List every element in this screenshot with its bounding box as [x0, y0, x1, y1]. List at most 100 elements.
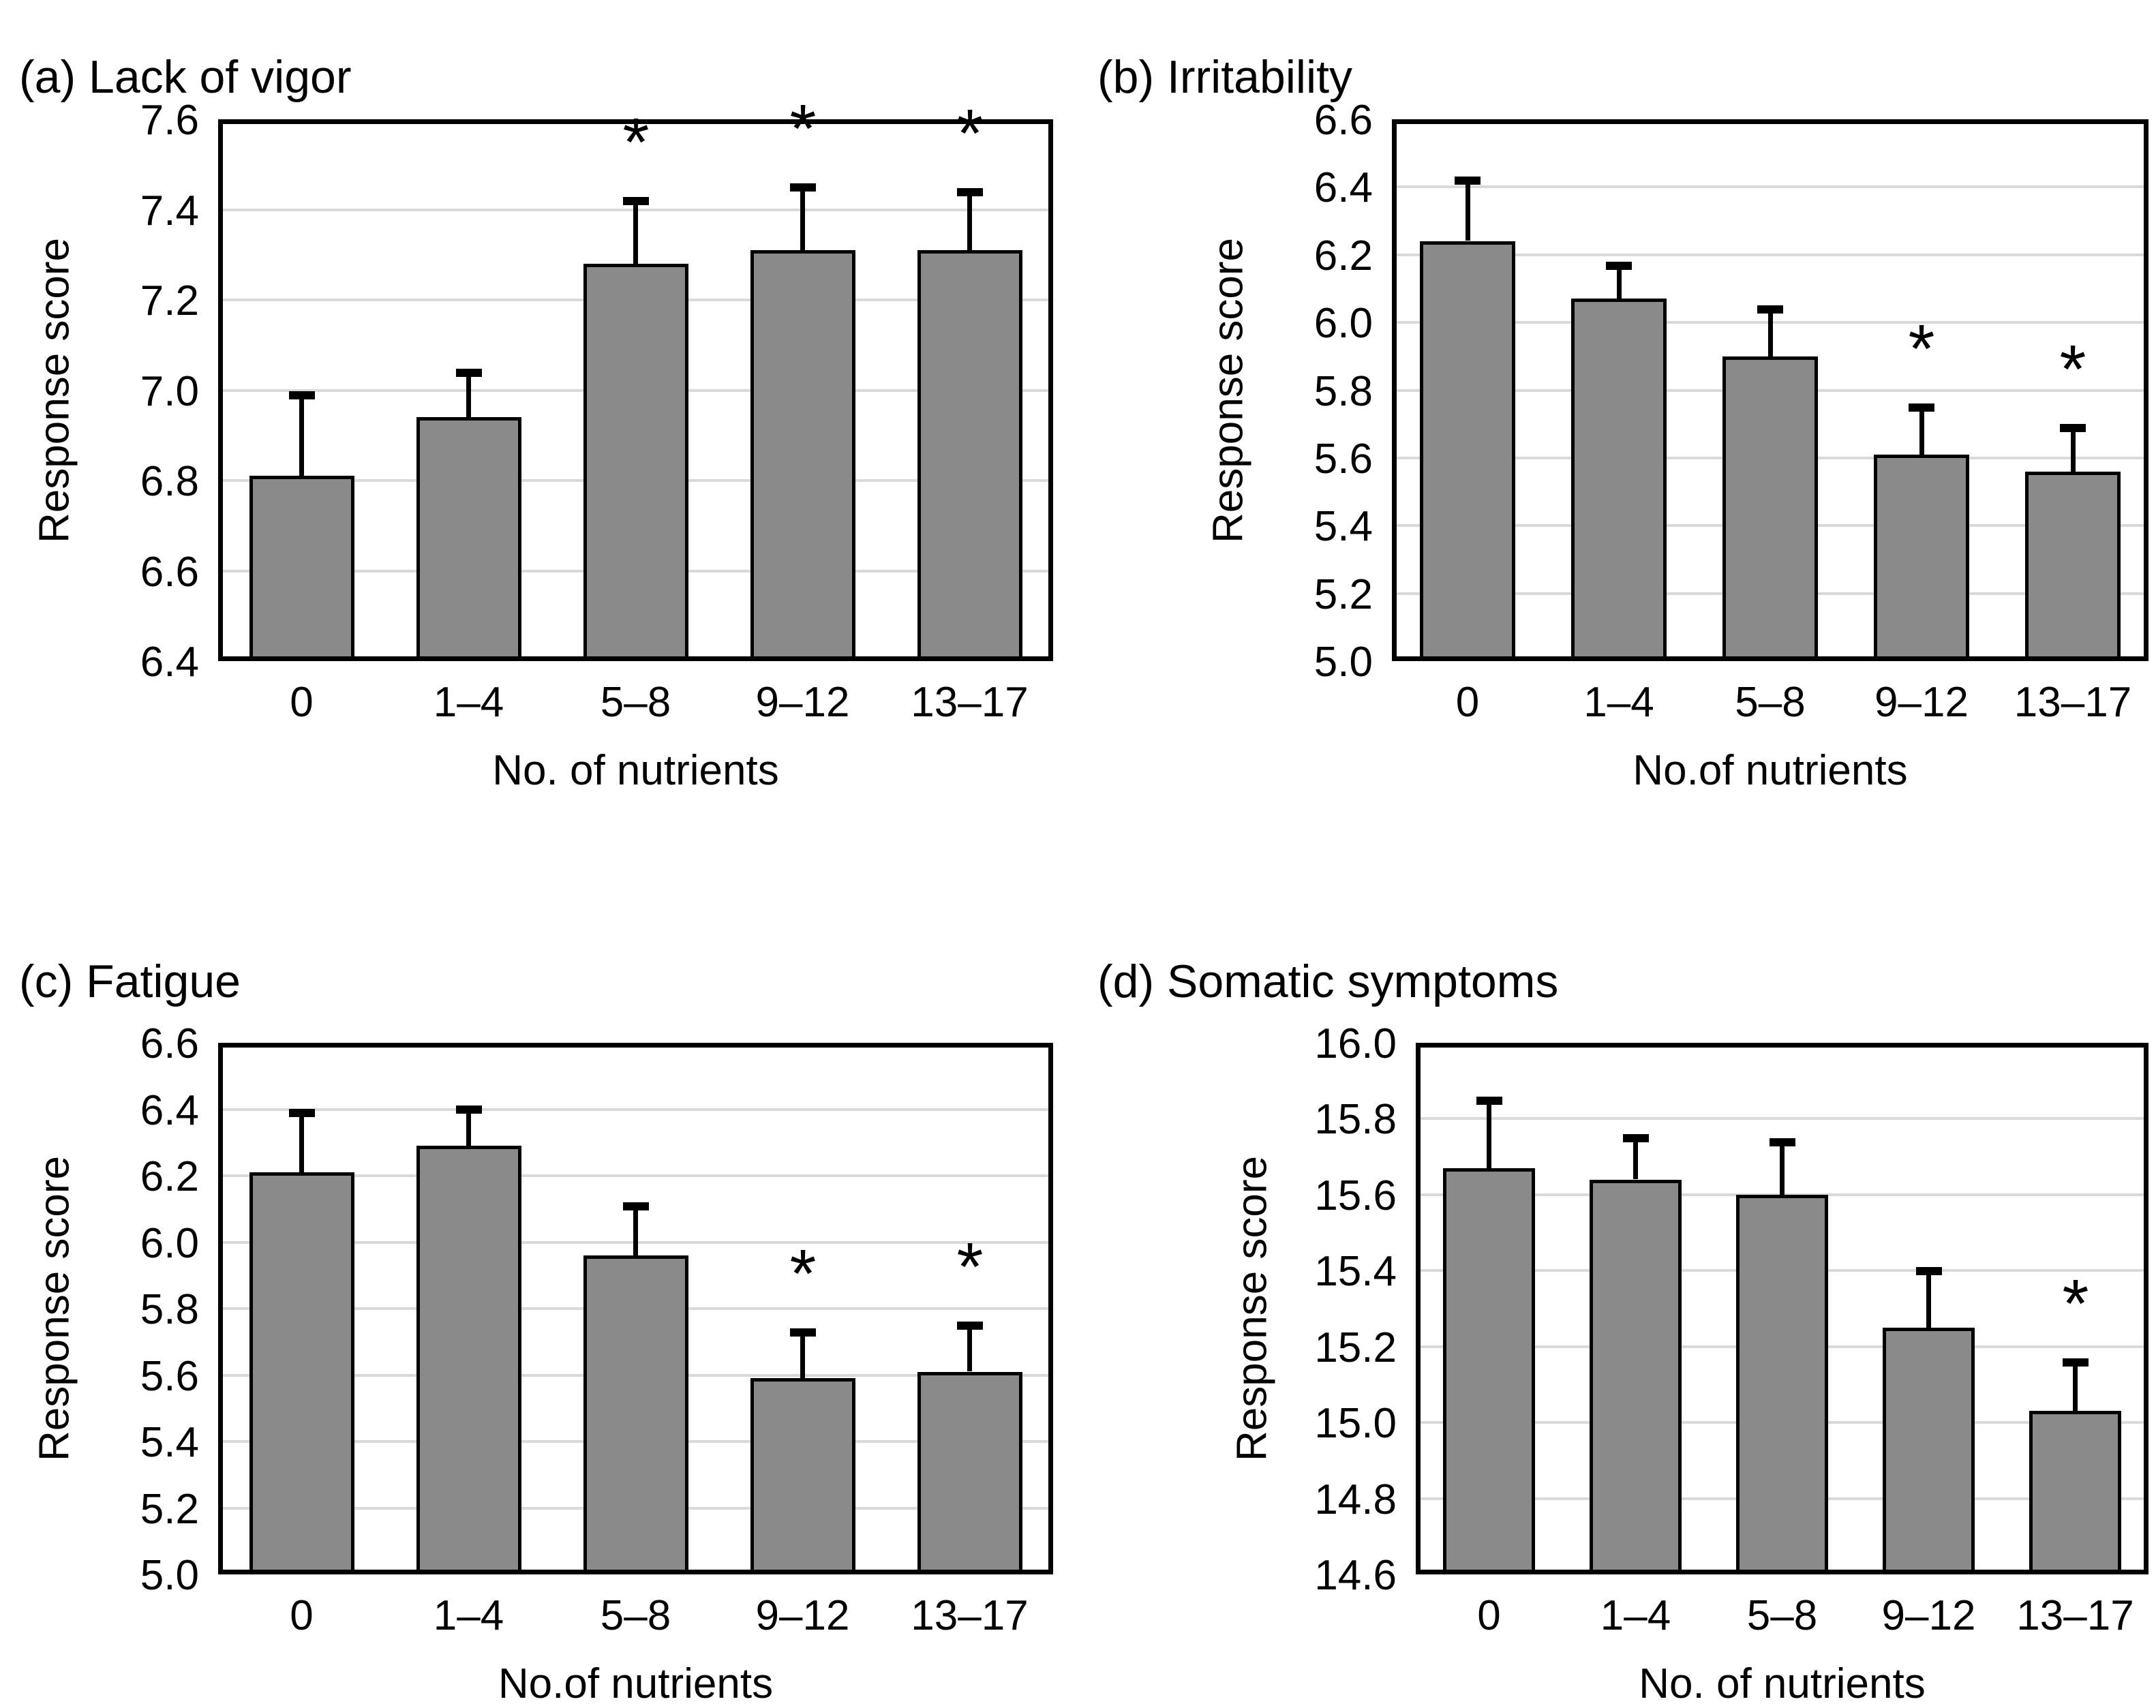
gridline — [1392, 185, 2149, 189]
y-tick-label: 6.6 — [140, 548, 199, 596]
y-tick-label: 6.4 — [140, 639, 199, 686]
bar-chart-fatigue: Response score 5.0 5.2 5.4 5.6 5.8 6.0 6.2 6.4 6.… — [0, 852, 1078, 1707]
x-axis-title: No.of nutrients — [498, 1660, 774, 1707]
error-bar-line — [1919, 407, 1924, 455]
error-bar-cap — [790, 183, 816, 192]
bar — [1722, 356, 1818, 661]
bar — [1736, 1195, 1828, 1574]
error-bar-cap — [1757, 305, 1783, 314]
x-axis-title: No.of nutrients — [1633, 747, 1908, 794]
error-bar-line — [1768, 309, 1773, 356]
y-tick-label: 6.0 — [140, 1219, 199, 1267]
y-tick-label: 6.2 — [1314, 232, 1373, 279]
x-tick-label: 13–17 — [911, 1592, 1029, 1639]
error-bar-line — [299, 1112, 304, 1172]
error-bar-cap — [790, 1328, 816, 1337]
bar — [1590, 1180, 1682, 1574]
error-bar-line — [633, 200, 638, 264]
gridline — [218, 1174, 1053, 1177]
y-tick-label: 5.6 — [1314, 435, 1373, 483]
error-bar-line — [1466, 180, 1470, 241]
gridline — [1416, 1117, 2149, 1120]
y-tick-label: 7.0 — [140, 367, 199, 415]
x-tick-label: 0 — [290, 679, 314, 726]
y-tick-label: 5.8 — [1314, 367, 1373, 415]
error-bar-cap — [289, 391, 315, 399]
bar — [249, 476, 354, 661]
x-tick-label: 9–12 — [755, 679, 850, 726]
bar — [416, 1146, 521, 1574]
bar — [1420, 241, 1515, 661]
bar — [416, 417, 521, 661]
y-tick-label: 5.6 — [140, 1352, 199, 1400]
gridline — [1392, 253, 2149, 256]
error-bar-line — [1487, 1100, 1491, 1168]
y-tick-label: 6.2 — [140, 1153, 199, 1200]
panel-title: (b) Irritability — [1097, 51, 1353, 104]
y-tick-label: 5.4 — [1314, 503, 1373, 551]
error-bar-cap — [623, 197, 649, 205]
panel-title: (d) Somatic symptoms — [1097, 956, 1559, 1008]
y-tick-label: 15.2 — [1314, 1324, 1397, 1371]
x-tick-label: 5–8 — [600, 679, 671, 726]
y-tick-label: 5.0 — [140, 1552, 199, 1599]
y-tick-label: 7.2 — [140, 277, 199, 324]
error-bar-cap — [456, 1105, 482, 1114]
bar — [1874, 455, 1969, 661]
x-tick-label: 1–4 — [433, 1592, 504, 1639]
bar — [1883, 1328, 1975, 1574]
bar — [750, 250, 855, 661]
y-tick-label: 6.6 — [140, 1020, 199, 1067]
x-tick-label: 13–17 — [2016, 1592, 2134, 1639]
error-bar-cap — [1916, 1267, 1942, 1275]
y-tick-label: 14.6 — [1314, 1552, 1397, 1599]
y-tick-label: 5.4 — [140, 1419, 199, 1466]
error-bar-line — [967, 192, 972, 250]
x-tick-label: 13–17 — [2014, 679, 2132, 726]
error-bar-cap — [1909, 403, 1934, 412]
panel-title: (c) Fatigue — [19, 956, 241, 1008]
significance-asterisk: * — [2062, 1266, 2089, 1342]
y-tick-label: 6.4 — [1314, 164, 1373, 212]
panel-irritability: (b) Irritability Response score 5.0 5.2 5.4… — [1078, 0, 2156, 852]
error-bar-line — [1633, 1138, 1638, 1179]
panel-somatic-symptoms: (d) Somatic symptoms Response score 14.6 1… — [1078, 852, 2156, 1707]
y-tick-label: 5.2 — [1314, 570, 1373, 618]
y-tick-label: 5.0 — [1314, 639, 1373, 686]
error-bar-cap — [289, 1109, 315, 1117]
x-tick-label: 0 — [290, 1592, 314, 1639]
y-tick-label: 5.2 — [140, 1485, 199, 1533]
error-bar-cap — [2060, 424, 2086, 432]
y-tick-label: 16.0 — [1314, 1020, 1397, 1067]
y-tick-label: 15.4 — [1314, 1248, 1397, 1296]
error-bar-line — [466, 372, 471, 417]
error-bar-cap — [1476, 1097, 1502, 1105]
error-bar-cap — [1455, 177, 1481, 185]
y-tick-label: 15.0 — [1314, 1400, 1397, 1448]
bar-chart-somatic-symptoms: Response score 14.6 14.8 15.0 15.2 15.4 15.6 15… — [1078, 852, 2156, 1707]
y-tick-label: 15.6 — [1314, 1172, 1397, 1219]
error-bar-line — [466, 1109, 471, 1146]
y-tick-label: 5.8 — [140, 1286, 199, 1333]
bar — [583, 264, 688, 661]
bar — [917, 250, 1022, 661]
error-bar-cap — [1770, 1138, 1795, 1146]
x-axis-title: No. of nutrients — [1639, 1660, 1926, 1707]
y-tick-label: 14.8 — [1314, 1476, 1397, 1523]
x-axis-title: No. of nutrients — [492, 747, 779, 794]
y-tick-label: 6.6 — [1314, 97, 1373, 144]
x-tick-label: 9–12 — [1874, 679, 1969, 726]
error-bar-line — [633, 1206, 638, 1255]
x-tick-label: 5–8 — [1746, 1592, 1818, 1639]
bar — [1571, 299, 1667, 661]
x-tick-label: 13–17 — [911, 679, 1029, 726]
x-tick-label: 1–4 — [1583, 679, 1654, 726]
panel-fatigue: (c) Fatigue Response score 5.0 5.2 5.4 5.6 5.… — [0, 852, 1078, 1707]
bar — [917, 1372, 1022, 1574]
bar — [2025, 472, 2121, 661]
error-bar-line — [1617, 265, 1622, 299]
significance-asterisk: * — [1908, 311, 1935, 387]
bar — [1443, 1168, 1535, 1574]
error-bar-line — [2073, 1362, 2078, 1411]
significance-asterisk: * — [2059, 331, 2086, 408]
